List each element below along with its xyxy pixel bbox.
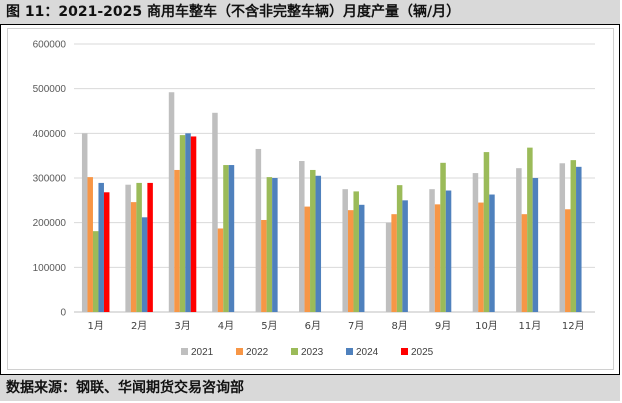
bar-2024-11月 [532, 178, 539, 312]
legend-label-2023: 2023 [301, 347, 324, 358]
bar-2023-8月 [396, 185, 403, 312]
x-tick-label: 7月 [348, 320, 364, 332]
bar-2023-5月 [266, 177, 273, 312]
y-tick-label: 600000 [33, 40, 67, 51]
x-tick-label: 3月 [174, 320, 190, 332]
y-tick-label: 400000 [33, 129, 67, 140]
bar-2025-3月 [190, 136, 197, 312]
bar-2024-4月 [228, 165, 235, 312]
bar-2024-10月 [489, 194, 495, 312]
bar-2023-2月 [136, 182, 142, 312]
y-tick-label: 200000 [33, 218, 67, 229]
data-source-note: 数据来源：钢联、华闻期货交易咨询部 [0, 374, 620, 401]
bar-2022-8月 [391, 214, 397, 312]
bar-2022-6月 [304, 206, 311, 312]
bar-2021-11月 [516, 168, 522, 312]
bar-2022-9月 [434, 204, 441, 312]
x-tick-label: 4月 [218, 320, 234, 332]
bar-2022-10月 [478, 202, 484, 312]
bar-2024-2月 [141, 217, 148, 312]
y-tick-label: 300000 [33, 174, 67, 185]
bar-2024-3月 [185, 133, 191, 312]
x-tick-label: 12月 [562, 320, 585, 332]
bar-2024-5月 [272, 178, 278, 312]
legend-swatch-2024 [346, 348, 353, 355]
x-tick-label: 6月 [305, 320, 321, 332]
bar-2022-4月 [217, 228, 224, 312]
bar-2021-1月 [81, 133, 88, 312]
bar-2023-12月 [570, 160, 577, 312]
bar-2024-7月 [358, 204, 365, 312]
bar-2025-2月 [147, 182, 153, 312]
bar-2023-7月 [353, 191, 359, 312]
bar-2024-9月 [445, 190, 452, 312]
bar-2023-1月 [92, 231, 99, 312]
bar-2022-2月 [130, 202, 137, 312]
bar-2021-9月 [429, 189, 435, 312]
bar-2022-7月 [347, 210, 354, 312]
legend-label-2021: 2021 [191, 347, 214, 358]
chart-area: 0 100000 200000 300000 400000 500000 600000 1月 2… [7, 28, 614, 370]
production-bar-chart: 0 100000 200000 300000 400000 500000 600000 1月 2… [33, 40, 595, 358]
x-tick-label: 5月 [261, 320, 277, 332]
bar-2023-10月 [483, 152, 490, 312]
bar-2022-12月 [565, 209, 571, 312]
x-tick-label: 8月 [391, 320, 407, 332]
bar-2021-2月 [125, 184, 131, 312]
bar-2021-10月 [472, 173, 479, 312]
legend-swatch-2023 [291, 348, 298, 355]
bar-2021-6月 [299, 161, 305, 312]
bar-2022-3月 [174, 169, 180, 312]
bar-2022-5月 [261, 219, 267, 312]
bar-2023-11月 [527, 147, 533, 312]
y-tick-label: 0 [60, 308, 66, 319]
legend-label-2024: 2024 [356, 347, 379, 358]
bar-2023-4月 [223, 165, 229, 312]
bar-2021-12月 [559, 163, 566, 312]
bar-2024-1月 [98, 182, 104, 312]
bar-2021-8月 [385, 222, 392, 312]
y-tick-label: 100000 [33, 263, 67, 274]
bar-2024-8月 [402, 200, 408, 312]
legend-swatch-2025 [401, 348, 408, 355]
x-tick-label: 2月 [131, 320, 147, 332]
bar-2021-5月 [255, 148, 262, 312]
bar-2021-4月 [212, 112, 218, 312]
legend-swatch-2021 [181, 348, 188, 355]
bar-2025-1月 [103, 192, 110, 312]
bar-2021-7月 [342, 189, 348, 312]
legend-label-2025: 2025 [411, 347, 434, 358]
legend-label-2022: 2022 [246, 347, 269, 358]
x-tick-label: 9月 [435, 320, 451, 332]
bar-2023-3月 [179, 135, 186, 312]
x-tick-label: 1月 [88, 320, 104, 332]
bar-2024-12月 [576, 166, 582, 312]
bar-2023-9月 [440, 162, 446, 312]
y-tick-label: 500000 [33, 84, 67, 95]
x-tick-label: 10月 [475, 320, 498, 332]
bar-2021-3月 [168, 92, 175, 312]
bar-2022-1月 [87, 177, 93, 312]
figure-title: 图 11：2021-2025 商用车整车（不含非完整车辆）月度产量（辆/月） [0, 0, 620, 25]
bar-2024-6月 [315, 175, 322, 312]
legend-swatch-2022 [236, 348, 243, 355]
bar-2022-11月 [521, 214, 528, 312]
bar-2023-6月 [310, 169, 316, 312]
x-tick-label: 11月 [519, 320, 542, 332]
